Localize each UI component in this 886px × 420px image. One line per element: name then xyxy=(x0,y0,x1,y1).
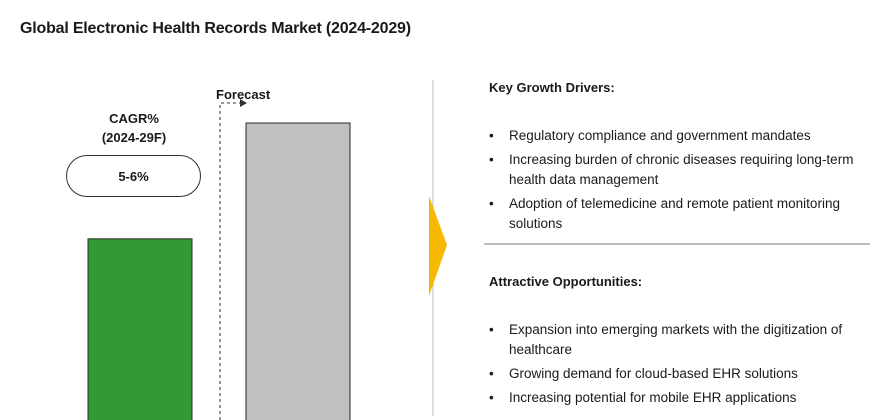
growth-drivers-heading: Key Growth Drivers: xyxy=(489,80,615,95)
list-item-text: Expansion into emerging markets with the… xyxy=(509,322,843,357)
forecast-bar xyxy=(245,122,351,420)
growth-drivers-list: • Regulatory compliance and government ma… xyxy=(489,126,874,238)
bullet-icon: • xyxy=(489,128,494,143)
bullet-icon: • xyxy=(489,196,494,211)
bullet-icon: • xyxy=(489,390,494,405)
list-item: • Regulatory compliance and government ma… xyxy=(489,126,874,146)
cagr-value-pill: 5-6% xyxy=(66,155,201,197)
list-item-text: Increasing potential for mobile EHR appl… xyxy=(509,390,797,405)
opportunities-list: • Expansion into emerging markets with th… xyxy=(489,320,874,412)
forecast-divider-line xyxy=(219,102,240,420)
chevron-right-icon xyxy=(429,196,447,296)
list-item-text: Growing demand for cloud-based EHR solut… xyxy=(509,366,798,381)
opportunities-heading: Attractive Opportunities: xyxy=(489,274,643,289)
bullet-icon: • xyxy=(489,152,494,167)
list-item-text: Increasing burden of chronic diseases re… xyxy=(509,152,854,187)
list-item-text: Regulatory compliance and government man… xyxy=(509,128,811,143)
list-item: • Expansion into emerging markets with th… xyxy=(489,320,874,360)
list-item: • Adoption of telemedicine and remote pat… xyxy=(489,194,874,234)
cagr-label: CAGR% (2024-29F) xyxy=(70,109,198,147)
cagr-label-line2: (2024-29F) xyxy=(101,130,167,145)
list-item: • Increasing burden of chronic diseases r… xyxy=(489,150,874,190)
cagr-value: 5-6% xyxy=(118,168,149,184)
bullet-icon: • xyxy=(489,366,494,381)
cagr-label-line1: CAGR% xyxy=(109,111,159,126)
list-item: • Growing demand for cloud-based EHR solu… xyxy=(489,364,874,384)
chart-title: Global Electronic Health Records Market … xyxy=(20,20,411,37)
list-item: • Increasing potential for mobile EHR app… xyxy=(489,388,874,408)
historical-bar xyxy=(87,238,193,420)
forecast-label: Forecast xyxy=(216,87,271,102)
bullet-icon: • xyxy=(489,322,494,337)
forecast-arrow-icon xyxy=(240,99,247,107)
list-item-text: Adoption of telemedicine and remote pati… xyxy=(509,196,840,231)
